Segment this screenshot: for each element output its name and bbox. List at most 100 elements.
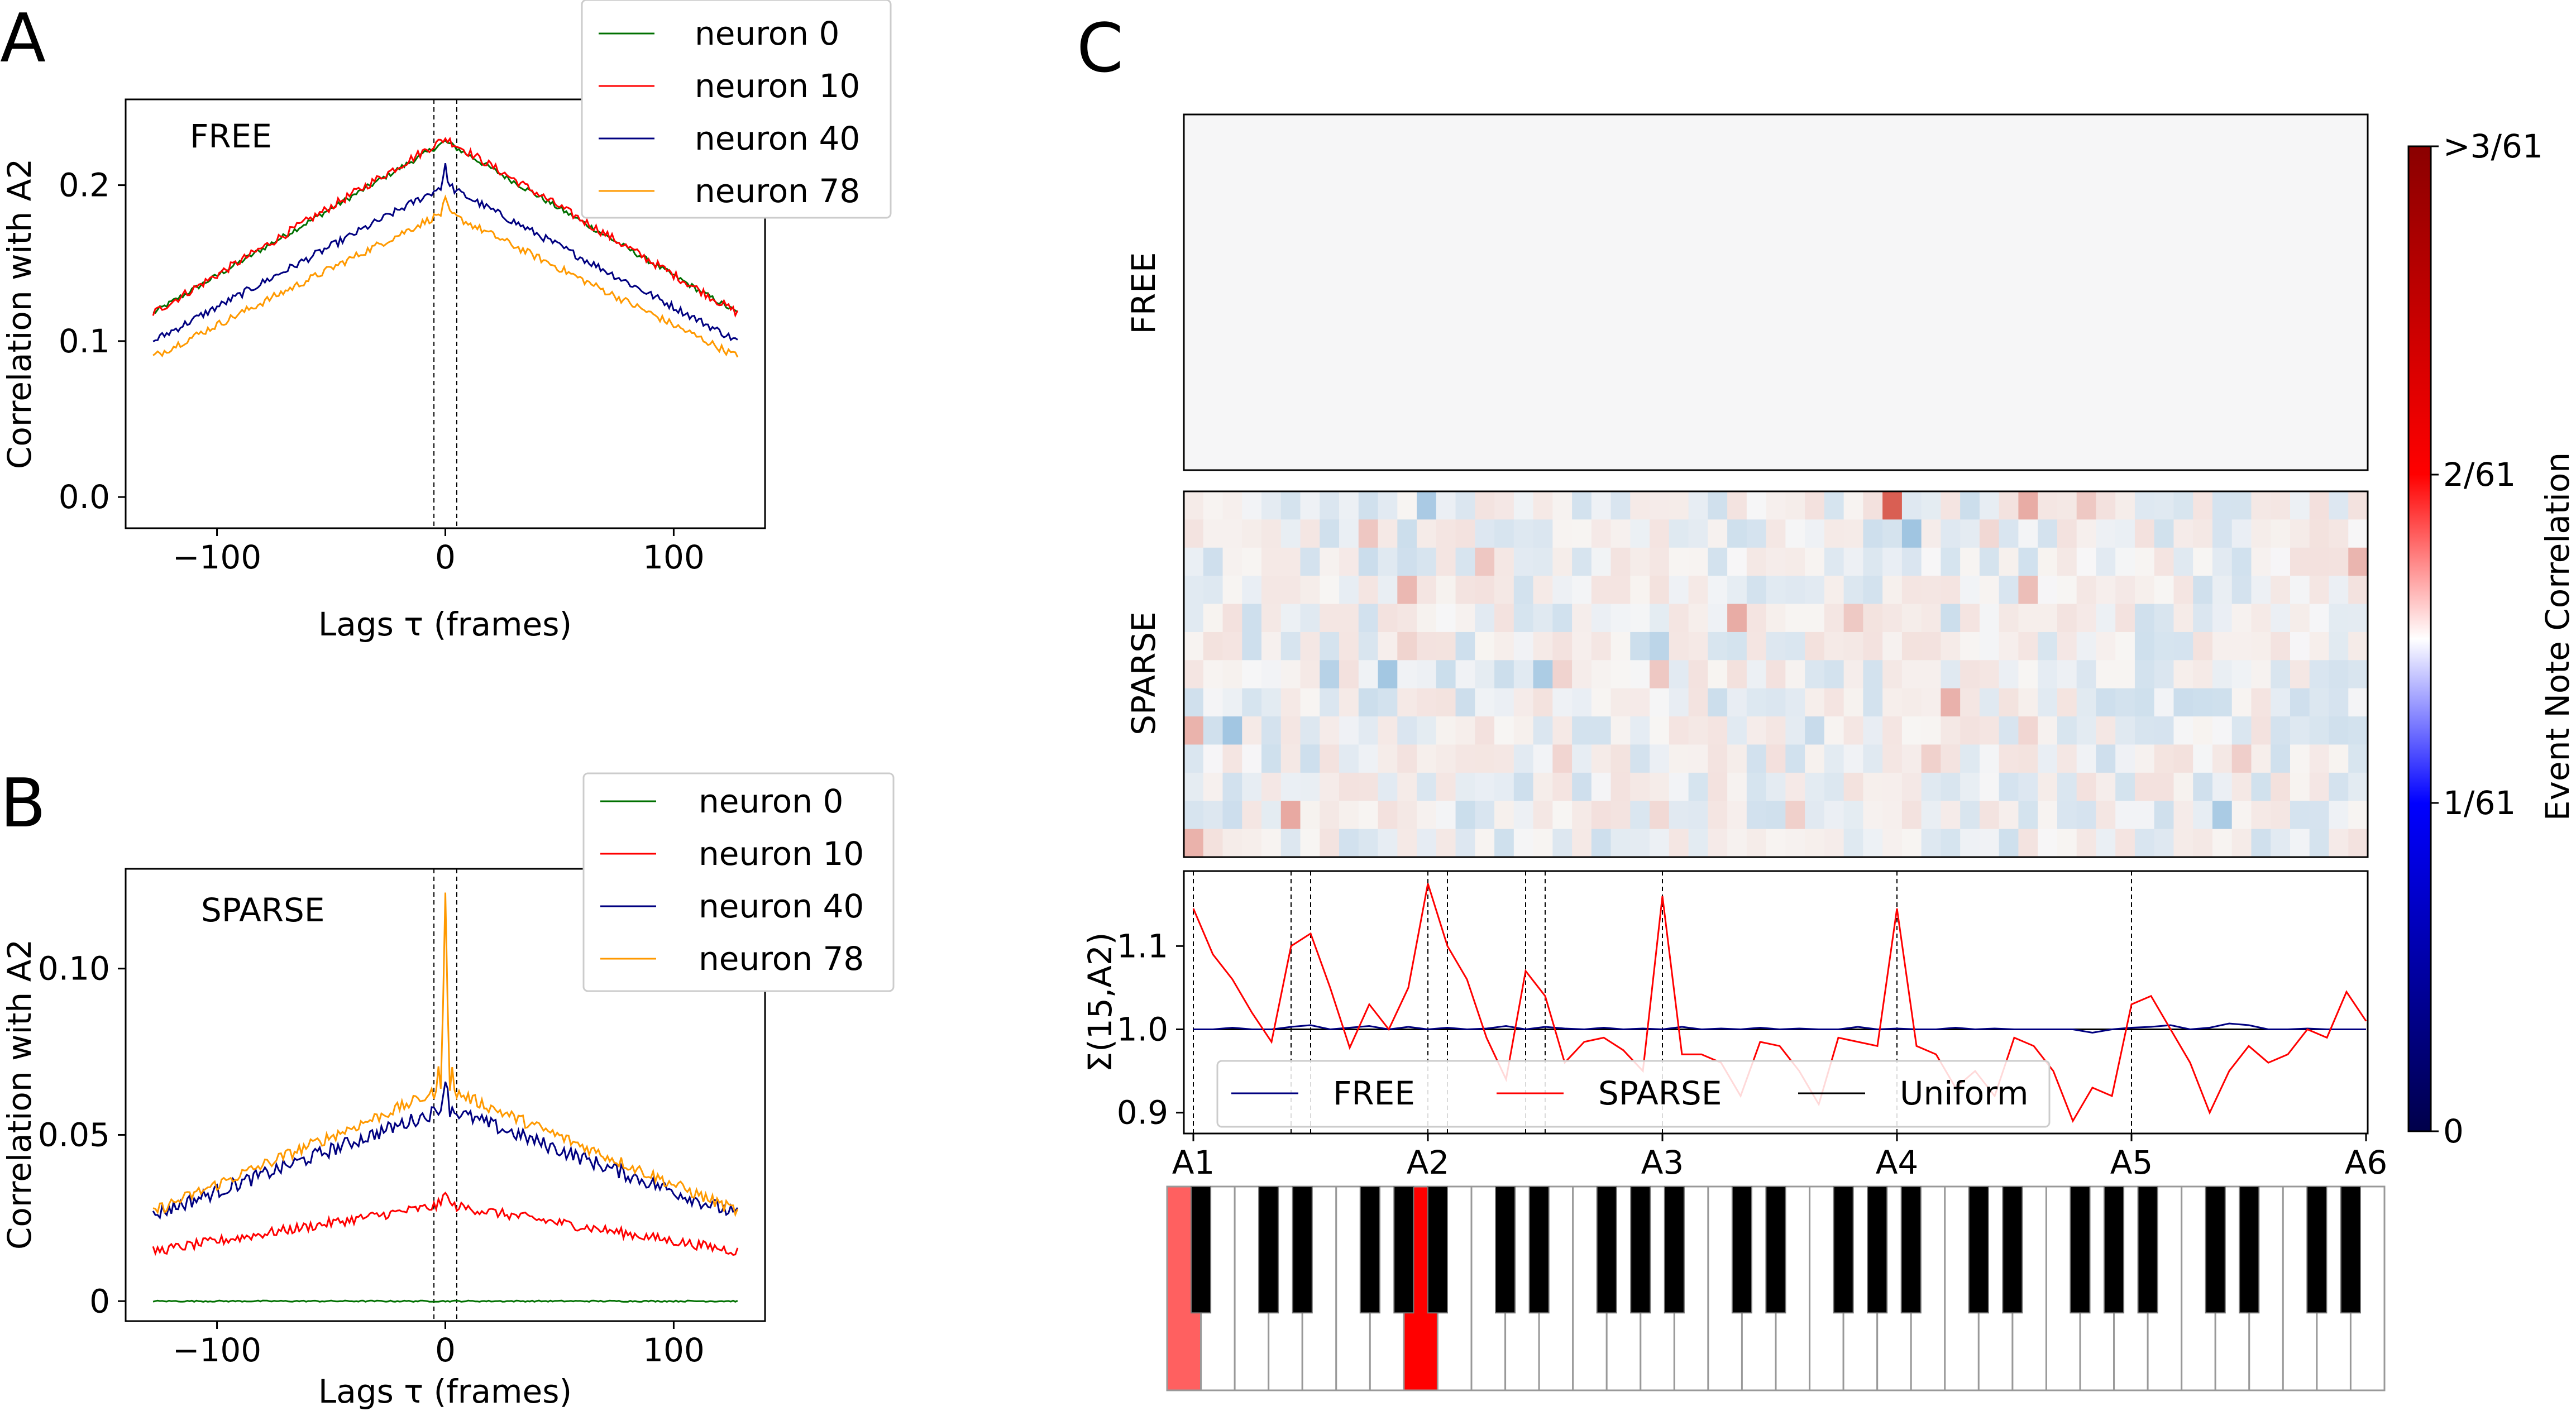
panel-a-x-axis-label: Lags τ (frames)	[318, 605, 572, 643]
heatmap-cell	[1863, 744, 1883, 773]
heatmap-cell	[1184, 519, 1204, 548]
heatmap-cell	[1882, 801, 1903, 830]
legend-entry: FREE	[1333, 1074, 1415, 1112]
heatmap-cell	[2290, 519, 2310, 548]
heatmap-cell	[1475, 632, 1495, 661]
heatmap-cell	[1513, 547, 1534, 576]
heatmap-cell	[1494, 576, 1514, 605]
heatmap-cell	[1630, 688, 1650, 717]
black-key	[1731, 1186, 1752, 1314]
a-x-tick-label: −100	[173, 538, 261, 576]
heatmap-cell	[1475, 519, 1495, 548]
b-series-line-0	[152, 1299, 738, 1303]
legend-entry: neuron 78	[695, 172, 860, 210]
heatmap-cell	[1863, 829, 1883, 858]
heatmap-cell	[1921, 576, 1942, 605]
a-x-tick-label: 0	[435, 538, 456, 576]
heatmap-cell	[1300, 604, 1320, 633]
heatmap-cell	[2212, 576, 2233, 605]
heatmap-cell	[1475, 660, 1495, 689]
heatmap-cell	[1455, 491, 1475, 520]
heatmap-cell	[2134, 829, 2155, 858]
heatmap-cell	[2348, 829, 2368, 858]
black-key	[2306, 1186, 2328, 1314]
heatmap-cell	[1397, 576, 1417, 605]
colorbar-tick-label: 2/61	[2443, 456, 2516, 494]
heatmap-cell	[2173, 688, 2193, 717]
heatmap-cell	[1766, 829, 1786, 858]
heatmap-cell	[2309, 801, 2330, 830]
heatmap-cell	[1378, 660, 1398, 689]
black-key	[1393, 1186, 1414, 1314]
heatmap-cell	[1242, 519, 1262, 548]
heatmap-cell	[1708, 829, 1728, 858]
heatmap-cell	[1203, 772, 1224, 801]
heatmap-cell	[1261, 688, 1282, 717]
heatmap-cell	[1222, 829, 1242, 858]
heatmap-cell	[1533, 801, 1553, 830]
heatmap-cell	[2329, 744, 2349, 773]
heatmap-cell	[1475, 491, 1495, 520]
heatmap-cell	[1979, 547, 2000, 576]
panel-b-legend: neuron 0 neuron 10 neuron 40 neuron 78	[582, 772, 895, 992]
panel-b-annotation: SPARSE	[201, 891, 325, 929]
heatmap-cell	[1746, 801, 1767, 830]
colorbar-tick-label: >3/61	[2443, 127, 2543, 165]
heatmap-cell	[1572, 491, 1592, 520]
heatmap-cell	[1824, 547, 1844, 576]
black-key	[2002, 1186, 2023, 1314]
heatmap-cell	[2290, 772, 2310, 801]
heatmap-cell	[1843, 772, 1863, 801]
heatmap-cell	[1766, 491, 1786, 520]
heatmap-cell	[2057, 744, 2077, 773]
heatmap-cell	[1630, 829, 1650, 858]
heatmap-cell	[1533, 519, 1553, 548]
heatmap-cell	[2231, 519, 2252, 548]
black-key	[1427, 1186, 1448, 1314]
heatmap-cell	[1320, 744, 1340, 773]
black-key	[1528, 1186, 1550, 1314]
heatmap-cell	[1242, 688, 1262, 717]
heatmap-cell	[1494, 632, 1514, 661]
heatmap-cell	[1610, 491, 1631, 520]
heatmap-cell	[2038, 829, 2058, 858]
heatmap-cell	[1417, 772, 1437, 801]
black-key	[2104, 1186, 2125, 1314]
heatmap-cell	[1417, 660, 1437, 689]
heatmap-cell	[1650, 716, 1670, 745]
heatmap-cell	[2057, 772, 2077, 801]
heatmap-cell	[2096, 688, 2116, 717]
heatmap-cell	[1513, 604, 1534, 633]
heatmap-cell	[2076, 632, 2097, 661]
heatmap-cell	[2115, 660, 2135, 689]
heatmap-cell	[2154, 829, 2174, 858]
heatmap-cell	[2271, 547, 2291, 576]
heatmap-cell	[2290, 576, 2310, 605]
heatmap-cell	[1999, 716, 2019, 745]
heatmap-cell	[1300, 829, 1320, 858]
a-x-tick-label: 100	[643, 538, 705, 576]
heatmap-cell	[2018, 716, 2038, 745]
heatmap-cell	[2057, 576, 2077, 605]
heatmap-cell	[2096, 491, 2116, 520]
heatmap-cell	[1475, 547, 1495, 576]
heatmap-cell	[1746, 576, 1767, 605]
heatmap-cell	[1727, 632, 1747, 661]
heatmap-cell	[1242, 547, 1262, 576]
heatmap-cell	[1746, 829, 1767, 858]
heatmap-cell	[2212, 547, 2233, 576]
heatmap-cell	[1882, 632, 1903, 661]
heatmap-cell	[2057, 660, 2077, 689]
heatmap-cell	[1805, 491, 1825, 520]
heatmap-cell	[1979, 576, 2000, 605]
heatmap-cell	[1630, 604, 1650, 633]
heatmap-cell	[2212, 660, 2233, 689]
heatmap-cell	[2309, 604, 2330, 633]
heatmap-cell	[1882, 491, 1903, 520]
heatmap-cell	[1882, 604, 1903, 633]
heatmap-cell	[1475, 688, 1495, 717]
heatmap-cell	[1669, 688, 1689, 717]
heatmap-cell	[1727, 604, 1747, 633]
heatmap-cell	[2212, 716, 2233, 745]
heatmap-cell	[1358, 829, 1379, 858]
